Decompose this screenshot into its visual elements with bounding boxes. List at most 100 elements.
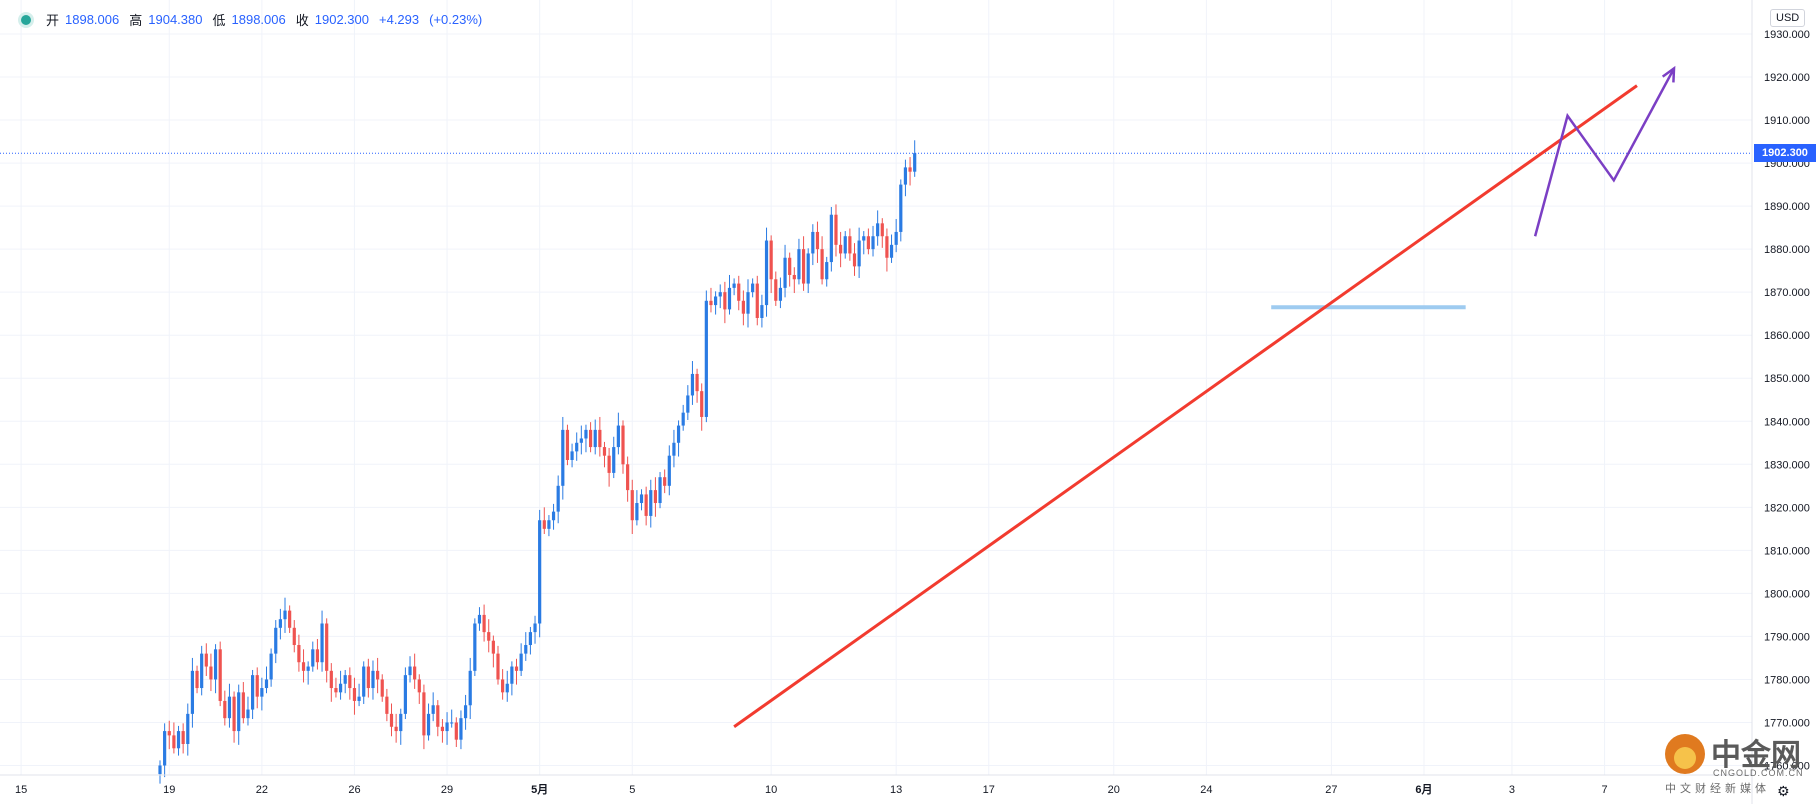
last-price-tag: 1902.300 [1754, 144, 1816, 162]
candle-body [482, 614, 486, 633]
candle-body [246, 709, 250, 719]
y-tick-label: 1790.000 [1764, 631, 1810, 643]
candle-body [260, 688, 264, 697]
candle-body [778, 287, 783, 301]
candle-body [607, 455, 611, 473]
candle-body [241, 692, 245, 719]
candle-body [760, 305, 764, 318]
candle-body [227, 696, 232, 719]
change-percent: (+0.23%) [429, 12, 483, 27]
projection-arrow-icon [1661, 65, 1676, 83]
candle-body [561, 429, 565, 486]
candle-body [686, 395, 690, 413]
candle-body [524, 645, 528, 654]
y-tick-label: 1830.000 [1764, 459, 1810, 471]
candle-body [852, 253, 857, 267]
candle-body [820, 249, 824, 280]
candle-body [551, 511, 556, 521]
candle-body [732, 283, 736, 288]
symbol-status-icon [18, 11, 34, 28]
candle-body [450, 722, 454, 724]
candle-body [667, 455, 671, 486]
candle-body [871, 236, 875, 250]
candle-body [714, 296, 718, 306]
candle-body [727, 287, 732, 310]
candle-body [723, 292, 727, 310]
watermark-sub: 中文财经新媒体 [1665, 782, 1770, 795]
y-tick-label: 1880.000 [1764, 244, 1810, 256]
close-value: 1902.300 [314, 12, 369, 27]
candle-body [463, 705, 468, 719]
candle-body [510, 666, 514, 684]
y-tick-label: 1890.000 [1764, 201, 1810, 213]
candle-body [186, 713, 190, 744]
candle-body [547, 520, 551, 529]
ohlc-legend: 开 1898.006 高 1904.380 低 1898.006 收 1902.300 … [18, 10, 486, 29]
currency-button[interactable]: USD [1770, 9, 1806, 27]
candle-body [644, 494, 648, 516]
candle-body [774, 279, 778, 301]
candle-body [422, 692, 426, 736]
y-tick-label: 1930.000 [1764, 29, 1810, 41]
candle-body [626, 464, 630, 491]
x-tick-label: 5月 [531, 783, 548, 796]
candle-body [528, 632, 532, 646]
watermark-cn: 中金网 [1711, 738, 1801, 773]
candle-body [394, 726, 398, 732]
candle-body [700, 391, 704, 417]
candle-body [538, 520, 542, 624]
candle-body [371, 670, 375, 689]
candle-body [788, 257, 792, 275]
candle-body [213, 649, 218, 680]
candle-body [783, 257, 787, 288]
candle-body [815, 231, 820, 250]
candle-body [491, 640, 495, 654]
x-tick-label: 17 [983, 784, 995, 796]
candle-body [737, 283, 741, 301]
candle-body [413, 666, 417, 680]
annotation-layer [0, 65, 1752, 728]
candle-body [709, 300, 713, 306]
candle-body [811, 231, 815, 254]
candle-body [431, 705, 435, 714]
x-tick-label: 13 [890, 784, 902, 796]
candle-body [588, 429, 593, 448]
candle-body [663, 477, 667, 486]
x-tick-label: 15 [15, 784, 27, 796]
candle-body [672, 442, 676, 456]
candle-body [621, 425, 625, 465]
candle-body [251, 675, 255, 710]
close-label: 收 [295, 13, 309, 28]
y-tick-label: 1810.000 [1764, 545, 1810, 557]
candle-body [913, 153, 917, 172]
candle-body [556, 485, 560, 512]
watermark-en: CNGOLD.COM.CN [1713, 768, 1804, 778]
candle-body [283, 610, 287, 620]
candle-body [746, 292, 750, 314]
time-axis: 1215192226295月51013172024276月37 [15, 783, 1608, 796]
trendline [733, 84, 1638, 728]
x-tick-label: 19 [163, 784, 175, 796]
low-value: 1898.006 [231, 12, 286, 27]
price-axis: 1930.0001920.0001910.0001900.0001890.000… [1764, 29, 1810, 773]
candle-body [399, 713, 403, 732]
candle-body [181, 731, 185, 744]
x-tick-label: 3 [1509, 784, 1515, 796]
candle-body [598, 429, 602, 448]
candle-body [857, 240, 861, 267]
candle-body [880, 223, 884, 237]
candle-body [903, 167, 908, 185]
high-value: 1904.380 [148, 12, 203, 27]
candle-body [454, 722, 458, 740]
open-label: 开 [46, 13, 60, 28]
candle-body [894, 231, 898, 245]
candle-body [570, 451, 574, 460]
gear-icon[interactable]: ⚙ [1777, 783, 1790, 799]
y-tick-label: 1770.000 [1764, 717, 1810, 729]
candle-body [501, 679, 505, 693]
candle-body [357, 696, 361, 701]
candle-body [468, 670, 472, 706]
candle-body [306, 666, 310, 671]
